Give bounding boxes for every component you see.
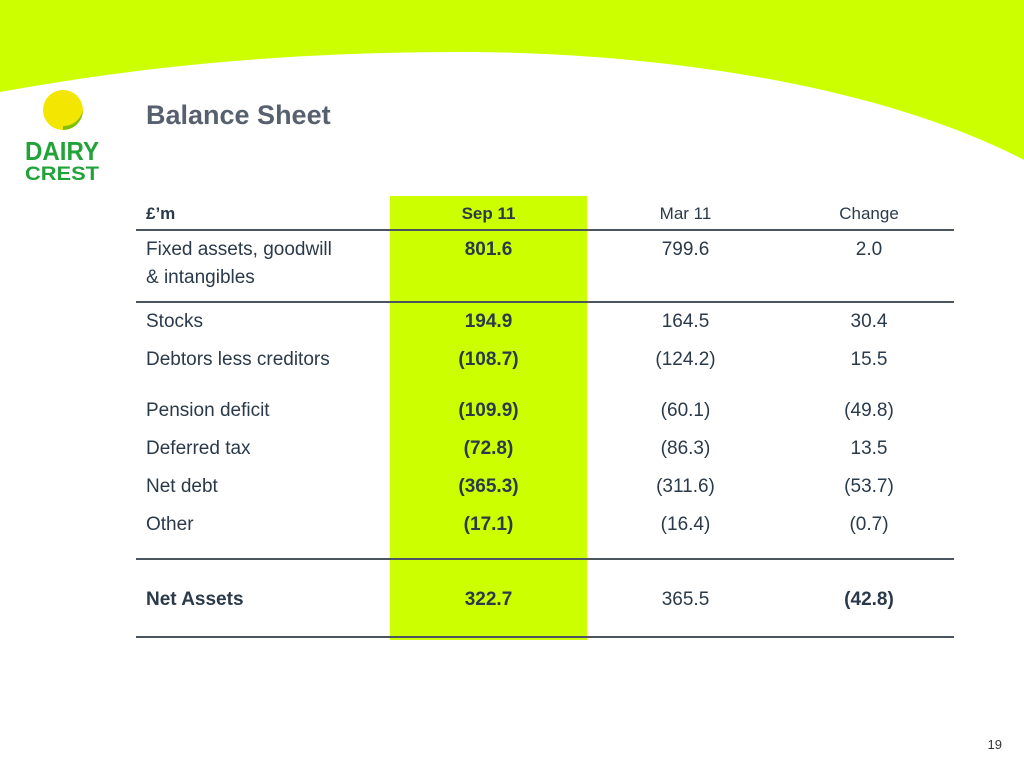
row-mar11: 799.6 — [661, 239, 710, 260]
table-divider — [136, 229, 954, 231]
row-change: (0.7) — [849, 514, 889, 535]
row-change: 2.0 — [855, 239, 883, 260]
total-label: Net Assets — [146, 589, 244, 610]
header-sep11: Sep 11 — [461, 204, 516, 223]
header-swoosh — [0, 0, 1024, 160]
sep11-column-highlight — [390, 196, 587, 640]
svg-text:DAIRY: DAIRY — [25, 136, 99, 166]
row-mar11: (311.6) — [656, 476, 715, 497]
row-label: Pension deficit — [146, 400, 270, 421]
row-change: 13.5 — [850, 438, 888, 459]
row-label: Other — [146, 514, 194, 535]
row-change: (49.8) — [844, 400, 894, 421]
row-label: Net debt — [146, 476, 218, 497]
svg-text:CREST: CREST — [25, 164, 99, 184]
row-mar11: (60.1) — [660, 400, 711, 421]
row-label: Stocks — [146, 311, 204, 332]
table-divider — [136, 636, 954, 638]
total-mar11: 365.5 — [661, 589, 710, 610]
row-mar11: (86.3) — [660, 438, 711, 459]
row-sep11: 194.9 — [464, 311, 513, 332]
header-mar11: Mar 11 — [659, 204, 712, 223]
header-change: Change — [839, 204, 899, 223]
row-label: Debtors less creditors — [146, 349, 330, 370]
row-sep11: (109.9) — [458, 400, 519, 421]
row-sep11: (17.1) — [463, 514, 514, 535]
dairy-crest-logo: DAIRY CREST — [25, 90, 99, 184]
row-change: 30.4 — [850, 311, 888, 332]
row-label: Deferred tax — [146, 438, 251, 459]
balance-sheet-table: £’m Sep 11 Mar 11 Change Fixed assets, g… — [136, 196, 954, 640]
page-number: 19 — [987, 737, 1002, 752]
row-change: 15.5 — [850, 349, 888, 370]
row-label-cont: & intangibles — [146, 267, 255, 288]
logo-sun-icon — [43, 90, 83, 130]
row-mar11: (124.2) — [655, 349, 716, 370]
total-sep11: 322.7 — [464, 589, 513, 610]
total-change: (42.8) — [844, 589, 894, 610]
row-mar11: (16.4) — [660, 514, 711, 535]
row-sep11: 801.6 — [464, 239, 513, 260]
row-label: Fixed assets, goodwill — [146, 239, 332, 260]
header-unit: £’m — [146, 204, 176, 223]
row-sep11: (108.7) — [458, 349, 519, 370]
row-mar11: 164.5 — [661, 311, 710, 332]
table-divider — [136, 301, 954, 303]
row-change: (53.7) — [844, 476, 894, 497]
table-divider — [136, 558, 954, 560]
row-sep11: (365.3) — [458, 476, 519, 497]
row-sep11: (72.8) — [463, 438, 514, 459]
slide-title: Balance Sheet — [146, 100, 331, 130]
